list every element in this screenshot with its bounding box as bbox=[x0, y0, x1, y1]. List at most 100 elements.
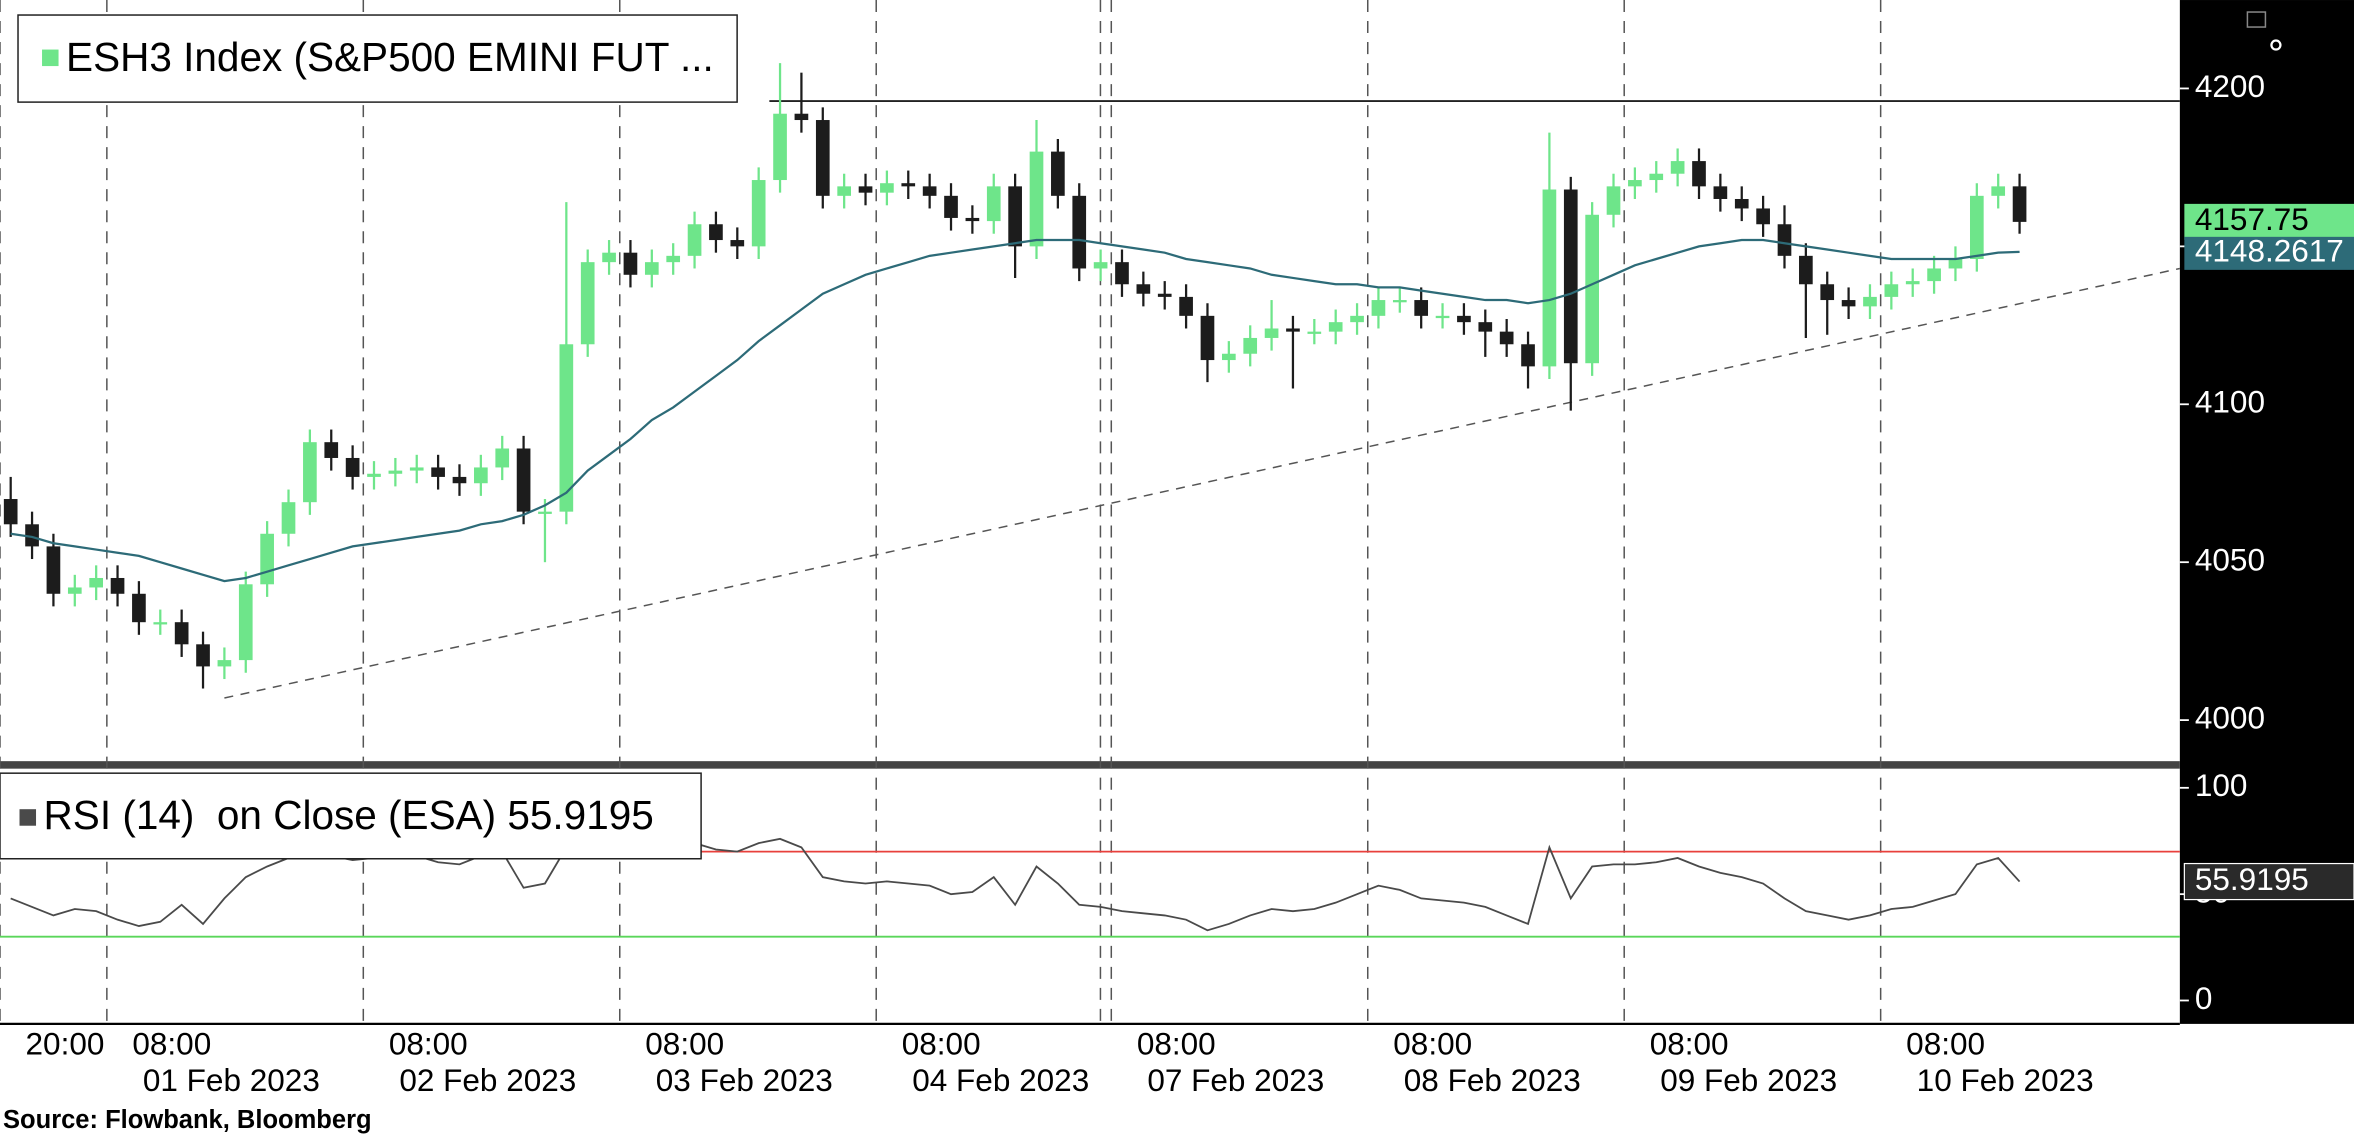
candle-body bbox=[1179, 296, 1193, 316]
candle-body bbox=[132, 593, 146, 623]
candle-body bbox=[1136, 284, 1151, 294]
candle-body bbox=[1692, 161, 1706, 187]
last-price-label: 4157.75 bbox=[2195, 201, 2309, 237]
candle-body bbox=[773, 113, 787, 181]
candle-body bbox=[1286, 328, 1300, 332]
candle-body bbox=[1350, 315, 1364, 323]
legend-box bbox=[17, 14, 738, 103]
candle-body bbox=[1072, 195, 1087, 269]
legend-label: ESH3 Index (S&P500 EMINI FUT ... bbox=[66, 34, 714, 80]
x-tick-label: 08:00 bbox=[902, 1026, 981, 1062]
candle-body bbox=[580, 262, 595, 345]
x-date-label: 07 Feb 2023 bbox=[1147, 1062, 1324, 1098]
candle-body bbox=[794, 113, 809, 121]
candle-body bbox=[1029, 151, 1044, 247]
y-tick-label: 4000 bbox=[2195, 699, 2265, 735]
candle-body bbox=[1307, 331, 1322, 334]
candle-body bbox=[944, 195, 958, 218]
candle-body bbox=[110, 577, 125, 594]
candle-body bbox=[217, 660, 232, 667]
x-tick-label: 20:00 bbox=[26, 1026, 105, 1062]
candle-body bbox=[687, 224, 702, 256]
candle-body bbox=[730, 240, 745, 247]
candle-body bbox=[1457, 315, 1471, 323]
x-date-label: 08 Feb 2023 bbox=[1404, 1062, 1581, 1098]
candle-body bbox=[559, 344, 574, 512]
candle-body bbox=[2012, 186, 2027, 222]
candle-body bbox=[1585, 214, 1599, 364]
candle-body bbox=[1905, 281, 1920, 285]
candle-body bbox=[1948, 258, 1963, 269]
candle-body bbox=[1863, 296, 1877, 307]
candle-body bbox=[1008, 186, 1022, 247]
legend: ESH3 Index (S&P500 EMINI FUT ... bbox=[17, 14, 738, 103]
y-tick-label: 4050 bbox=[2195, 542, 2265, 578]
candle-body bbox=[1713, 186, 1728, 199]
candle-body bbox=[1435, 315, 1450, 319]
candle-body bbox=[1157, 293, 1172, 297]
x-date-label: 02 Feb 2023 bbox=[399, 1062, 576, 1098]
candle-body bbox=[1841, 300, 1856, 307]
candle-body bbox=[965, 217, 980, 222]
candle-body bbox=[431, 467, 445, 477]
x-tick-label: 08:00 bbox=[1393, 1026, 1472, 1062]
x-date-label: 04 Feb 2023 bbox=[912, 1062, 1089, 1098]
legend: RSI (14) on Close (ESA) 55.9195 bbox=[0, 772, 702, 860]
candle-body bbox=[1969, 195, 1984, 259]
legend-label: RSI (14) on Close (ESA) 55.9195 bbox=[44, 792, 654, 838]
candle-body bbox=[986, 186, 1001, 222]
candle-body bbox=[153, 622, 168, 625]
x-date-label: 09 Feb 2023 bbox=[1660, 1062, 1837, 1098]
candle-body bbox=[709, 224, 723, 241]
candle-body bbox=[25, 524, 39, 547]
candle-body bbox=[1115, 262, 1129, 285]
y-tick-label: 4200 bbox=[2195, 68, 2265, 104]
candle-body bbox=[602, 252, 616, 263]
y-tick-label: 4100 bbox=[2195, 384, 2265, 420]
candle-body bbox=[495, 448, 510, 468]
candle-body bbox=[922, 186, 937, 196]
candle-body bbox=[1371, 300, 1386, 316]
candle-body bbox=[1200, 315, 1215, 361]
candle-body bbox=[644, 262, 659, 275]
candle-body bbox=[1563, 189, 1578, 364]
candle-body bbox=[1521, 344, 1535, 367]
candle-body bbox=[260, 533, 274, 585]
candle-body bbox=[1799, 255, 1813, 285]
candle-body bbox=[1051, 151, 1065, 196]
candle-body bbox=[1264, 328, 1279, 338]
y-axis-panel bbox=[2179, 0, 2354, 1024]
legend-box bbox=[0, 772, 702, 860]
candle-body bbox=[46, 546, 61, 594]
candle-body bbox=[1777, 224, 1792, 256]
candle-body bbox=[837, 186, 851, 196]
candle-body bbox=[1670, 161, 1685, 174]
candle-body bbox=[858, 186, 873, 193]
last-value-box bbox=[2183, 862, 2354, 901]
candle-body bbox=[1542, 189, 1557, 367]
candle-body bbox=[1328, 322, 1343, 332]
candle-body bbox=[281, 502, 296, 534]
candle-body bbox=[174, 622, 189, 645]
last-ma-box bbox=[2184, 236, 2354, 270]
candle-body bbox=[3, 499, 18, 525]
candle-body bbox=[1221, 353, 1236, 361]
candle-body bbox=[1392, 300, 1407, 303]
last-value-label: 55.9195 bbox=[2195, 861, 2309, 897]
candle-body bbox=[751, 180, 766, 247]
candle-body bbox=[1414, 300, 1429, 316]
candle-body bbox=[1649, 173, 1664, 181]
trend-line bbox=[224, 267, 2181, 699]
legend-swatch bbox=[42, 49, 59, 67]
candle-body bbox=[67, 587, 82, 594]
candle-body bbox=[474, 467, 488, 484]
candle-body bbox=[623, 252, 638, 275]
x-tick-label: 08:00 bbox=[1650, 1026, 1729, 1062]
candle-body bbox=[815, 120, 830, 196]
candle-body bbox=[1093, 262, 1108, 269]
candle-body bbox=[901, 183, 916, 187]
